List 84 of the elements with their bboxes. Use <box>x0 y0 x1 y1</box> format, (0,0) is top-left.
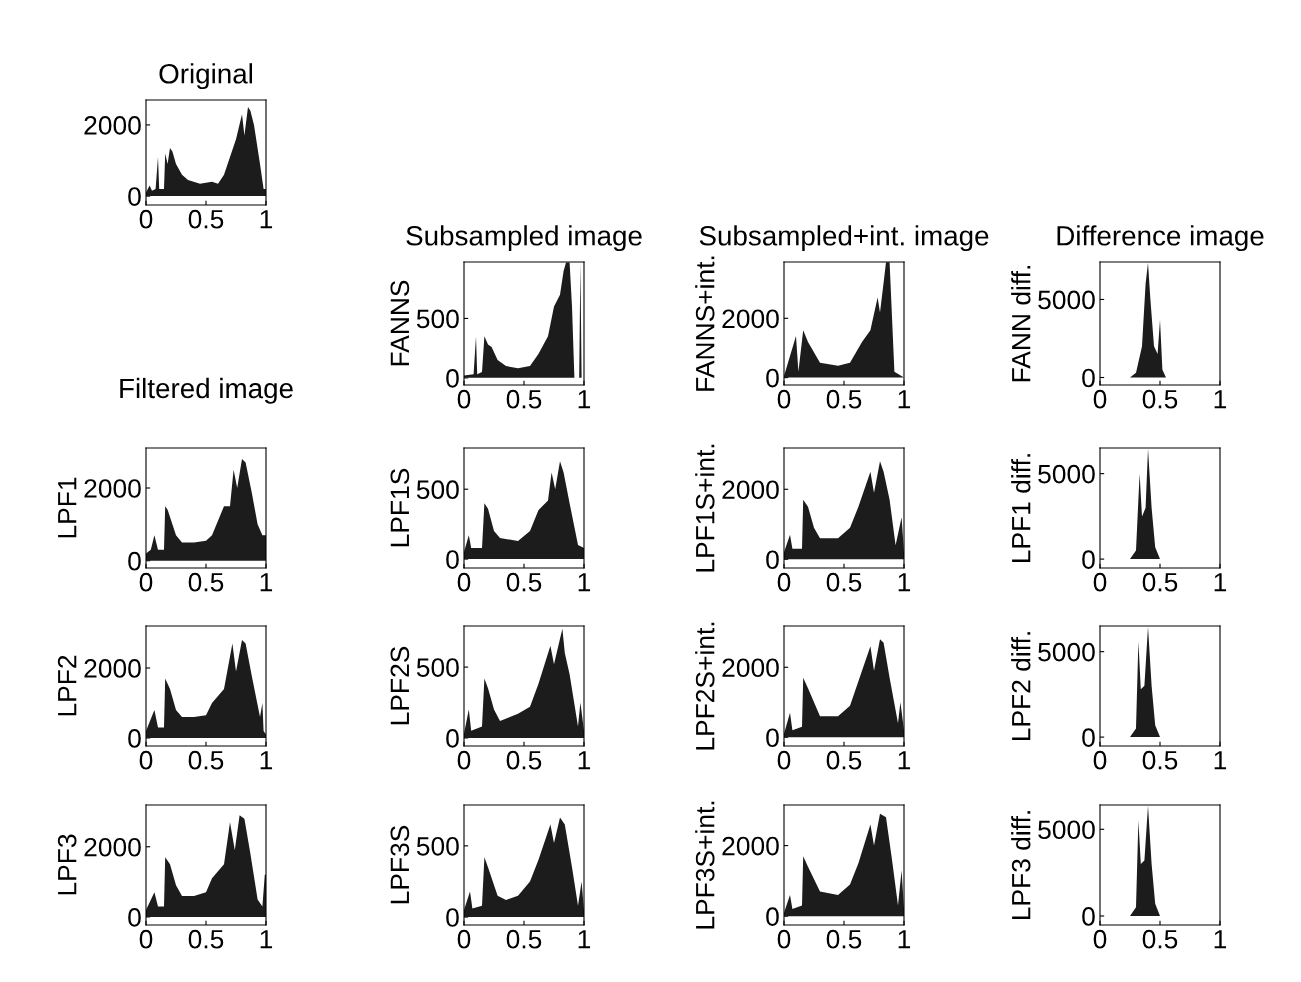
y-axis-title: LPF3S <box>390 825 410 904</box>
y-tick-label: 2000 <box>722 836 779 856</box>
y-tick-label: 0 <box>1082 368 1095 388</box>
y-tick-label: 0 <box>766 728 779 748</box>
y-axis-title: LPF1S <box>390 468 410 547</box>
x-tick-label: 0.5 <box>188 572 224 592</box>
y-axis-title: LPF1S+int. <box>695 444 715 572</box>
y-tick-label: 0 <box>766 368 779 388</box>
y-tick-label: 2000 <box>84 479 141 498</box>
y-tick-label: 0 <box>1082 728 1095 747</box>
x-tick-label: 0.5 <box>188 750 224 770</box>
y-tick-label: 5000 <box>1038 290 1095 310</box>
y-tick-label: 500 <box>416 836 459 856</box>
x-tick-label: 1 <box>578 390 591 409</box>
x-tick-label: 0.5 <box>1142 929 1178 949</box>
y-tick-label: 0 <box>766 907 779 926</box>
y-tick-label: 2000 <box>84 116 141 135</box>
y-axis-title: LPF1 <box>58 477 77 538</box>
x-tick-label: 0.5 <box>1142 572 1178 592</box>
y-tick-label: 2000 <box>722 309 779 329</box>
x-tick-label: 0.5 <box>826 389 862 409</box>
x-tick-label: 1 <box>1214 573 1227 592</box>
y-tick-label: 5000 <box>1038 464 1095 484</box>
y-tick-label: 500 <box>416 658 459 677</box>
chart-title: Original <box>159 63 252 90</box>
x-tick-label: 0.5 <box>506 572 542 592</box>
chart-title: Difference image <box>1057 225 1264 252</box>
y-tick-label: 0 <box>446 550 459 569</box>
x-tick-label: 1 <box>1214 930 1227 949</box>
y-tick-label: 5000 <box>1038 642 1095 662</box>
y-axis-title: LPF2 <box>57 655 77 716</box>
x-tick-label: 0.5 <box>826 929 862 949</box>
x-tick-label: 1 <box>578 751 591 770</box>
x-tick-label: 1 <box>260 751 273 770</box>
y-tick-label: 0 <box>1082 550 1095 569</box>
y-tick-label: 500 <box>416 480 459 500</box>
y-axis-title: LPF3 <box>57 834 77 895</box>
y-tick-label: 0 <box>446 369 459 388</box>
y-tick-label: 500 <box>416 309 459 329</box>
x-tick-label: 1 <box>260 573 273 592</box>
x-tick-label: 0.5 <box>188 209 224 229</box>
y-tick-label: 0 <box>446 729 459 748</box>
y-axis-title: LPF1 diff. <box>1011 454 1031 563</box>
y-tick-label: 0 <box>128 729 141 748</box>
x-tick-label: 1 <box>1214 390 1227 409</box>
y-axis-title: LPF3 diff. <box>1011 811 1031 920</box>
x-tick-label: 1 <box>898 573 911 592</box>
x-tick-label: 0.5 <box>826 750 862 770</box>
y-axis-title: LPF2 diff. <box>1011 632 1031 741</box>
y-tick-label: 2000 <box>84 837 141 857</box>
x-tick-label: 0.5 <box>506 929 542 949</box>
y-tick-label: 0 <box>1082 907 1095 926</box>
x-tick-label: 1 <box>260 930 273 949</box>
x-tick-label: 1 <box>898 390 911 409</box>
y-tick-label: 0 <box>766 550 779 570</box>
y-axis-title: FANN diff. <box>1011 266 1031 382</box>
x-tick-label: 1 <box>260 210 273 229</box>
chart-title: Subsampled+int. image <box>699 225 989 252</box>
y-tick-label: 0 <box>128 551 141 571</box>
y-axis-title: FANNS+int. <box>695 256 715 391</box>
y-axis-title: LPF2S+int. <box>695 622 715 750</box>
x-tick-label: 0.5 <box>1142 750 1178 770</box>
y-tick-label: 2000 <box>722 480 779 500</box>
x-tick-label: 0.5 <box>506 750 542 770</box>
chart-title: Subsampled image <box>406 225 642 252</box>
y-tick-label: 2000 <box>84 659 141 678</box>
x-tick-label: 0.5 <box>1142 389 1178 409</box>
y-axis-title: FANNS <box>390 280 410 366</box>
x-tick-label: 0.5 <box>506 389 542 409</box>
x-tick-label: 0.5 <box>188 929 224 949</box>
y-tick-label: 2000 <box>722 658 779 678</box>
y-axis-title: LPF3S+int. <box>695 801 715 929</box>
y-tick-label: 0 <box>128 908 141 927</box>
x-tick-label: 1 <box>898 751 911 770</box>
y-tick-label: 0 <box>128 187 141 206</box>
x-tick-label: 1 <box>578 930 591 949</box>
x-tick-label: 1 <box>898 930 911 949</box>
x-tick-label: 1 <box>1214 751 1227 770</box>
x-tick-label: 1 <box>578 573 591 592</box>
x-tick-label: 0.5 <box>826 572 862 592</box>
y-axis-title: LPF2S <box>390 646 410 725</box>
y-tick-label: 5000 <box>1038 820 1095 840</box>
y-tick-label: 0 <box>446 908 459 927</box>
chart-title: Filtered image <box>120 377 293 404</box>
